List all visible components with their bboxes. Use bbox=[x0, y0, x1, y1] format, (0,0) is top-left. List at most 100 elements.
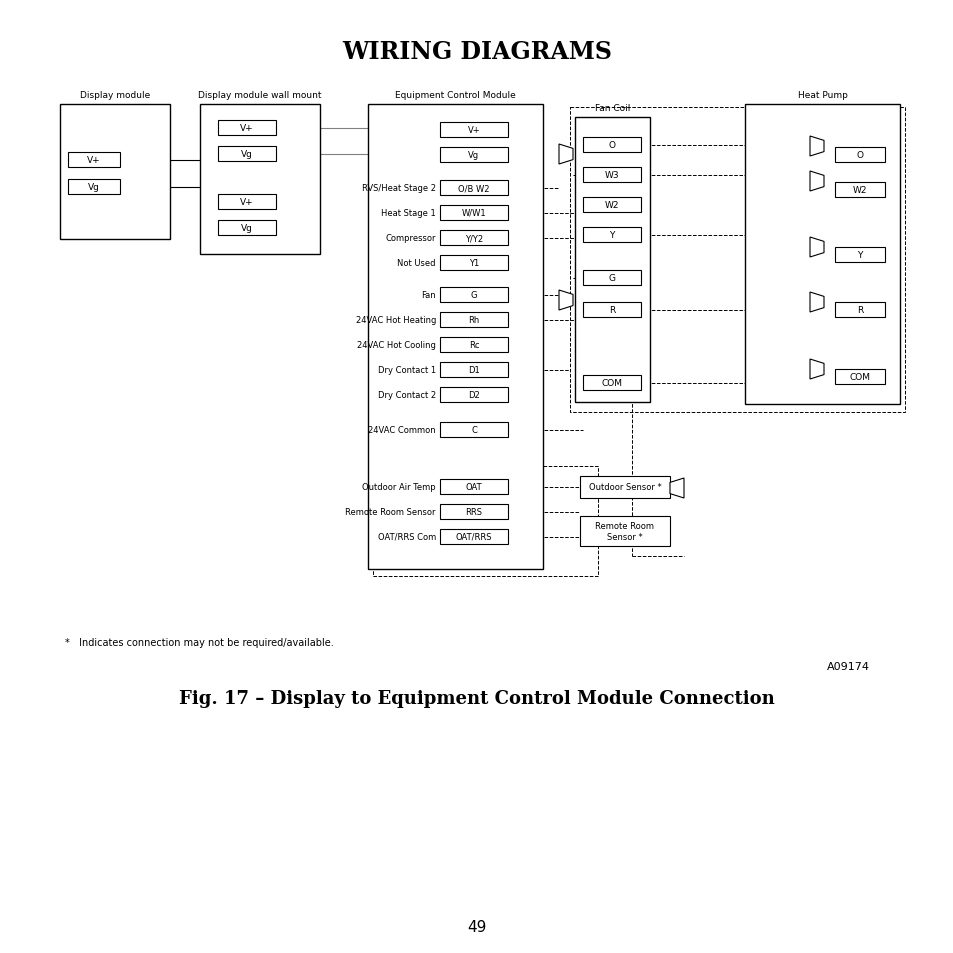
Text: Outdoor Sensor *: Outdoor Sensor * bbox=[588, 483, 660, 492]
Bar bbox=[575, 118, 649, 402]
Bar bbox=[579, 476, 669, 498]
Text: Fig. 17 – Display to Equipment Control Module Connection: Fig. 17 – Display to Equipment Control M… bbox=[179, 689, 774, 707]
Bar bbox=[834, 370, 884, 385]
Bar bbox=[218, 221, 275, 235]
Text: Display module: Display module bbox=[80, 91, 150, 100]
Bar bbox=[439, 206, 507, 221]
Polygon shape bbox=[558, 291, 573, 311]
Text: 24VAC Hot Heating: 24VAC Hot Heating bbox=[355, 315, 436, 325]
Bar bbox=[579, 517, 669, 546]
Text: Heat Pump: Heat Pump bbox=[797, 91, 846, 100]
Polygon shape bbox=[558, 145, 573, 165]
Bar bbox=[439, 148, 507, 163]
Bar bbox=[439, 530, 507, 544]
Text: OAT: OAT bbox=[465, 482, 482, 492]
Text: Heat Stage 1: Heat Stage 1 bbox=[381, 209, 436, 218]
Text: Dry Contact 1: Dry Contact 1 bbox=[377, 366, 436, 375]
Text: Rh: Rh bbox=[468, 315, 479, 325]
Text: RRS: RRS bbox=[465, 507, 482, 517]
Bar bbox=[439, 255, 507, 271]
Text: A09174: A09174 bbox=[826, 661, 869, 671]
Text: *   Indicates connection may not be required/available.: * Indicates connection may not be requir… bbox=[65, 638, 334, 647]
Text: OAT/RRS Com: OAT/RRS Com bbox=[377, 533, 436, 541]
Text: COM: COM bbox=[848, 373, 869, 381]
Text: OAT/RRS: OAT/RRS bbox=[456, 533, 492, 541]
Bar bbox=[439, 479, 507, 495]
Text: Y1: Y1 bbox=[468, 258, 478, 268]
Text: Vg: Vg bbox=[88, 183, 100, 192]
Bar bbox=[60, 105, 170, 240]
Text: Remote Room Sensor: Remote Room Sensor bbox=[345, 507, 436, 517]
Bar bbox=[582, 271, 640, 286]
Text: 49: 49 bbox=[467, 919, 486, 934]
Text: Remote Room
Sensor *: Remote Room Sensor * bbox=[595, 521, 654, 541]
Bar bbox=[439, 313, 507, 328]
Bar bbox=[439, 363, 507, 377]
Bar bbox=[834, 148, 884, 163]
Bar bbox=[582, 375, 640, 391]
Text: R: R bbox=[856, 306, 862, 314]
Polygon shape bbox=[809, 293, 823, 313]
Polygon shape bbox=[809, 137, 823, 157]
Text: Equipment Control Module: Equipment Control Module bbox=[395, 91, 516, 100]
Bar bbox=[368, 105, 542, 569]
Polygon shape bbox=[809, 359, 823, 379]
Bar bbox=[439, 181, 507, 195]
Bar bbox=[200, 105, 319, 254]
Bar bbox=[582, 138, 640, 152]
Text: Y/Y2: Y/Y2 bbox=[464, 233, 482, 243]
Text: Rc: Rc bbox=[468, 340, 478, 350]
Polygon shape bbox=[809, 237, 823, 257]
Text: O: O bbox=[856, 151, 862, 160]
Text: G: G bbox=[470, 291, 476, 299]
Text: V+: V+ bbox=[467, 126, 479, 135]
Bar bbox=[218, 147, 275, 162]
Text: Vg: Vg bbox=[241, 224, 253, 233]
Text: W/W1: W/W1 bbox=[461, 209, 486, 218]
Bar bbox=[68, 152, 120, 168]
Bar bbox=[439, 337, 507, 353]
Text: WIRING DIAGRAMS: WIRING DIAGRAMS bbox=[342, 40, 611, 64]
Bar bbox=[218, 194, 275, 210]
Bar bbox=[582, 198, 640, 213]
Bar bbox=[569, 108, 904, 413]
Text: V+: V+ bbox=[240, 124, 253, 132]
Text: Fan: Fan bbox=[421, 291, 436, 299]
Bar bbox=[439, 288, 507, 303]
Bar bbox=[834, 303, 884, 317]
Text: Not Used: Not Used bbox=[397, 258, 436, 268]
Text: G: G bbox=[608, 274, 615, 283]
Text: RVS/Heat Stage 2: RVS/Heat Stage 2 bbox=[361, 184, 436, 193]
Polygon shape bbox=[809, 172, 823, 192]
Text: Y: Y bbox=[609, 231, 614, 240]
Text: 24VAC Common: 24VAC Common bbox=[368, 426, 436, 435]
Bar bbox=[439, 388, 507, 402]
Bar bbox=[582, 303, 640, 317]
Text: V+: V+ bbox=[87, 156, 101, 165]
Bar bbox=[834, 183, 884, 198]
Bar bbox=[439, 504, 507, 519]
Bar bbox=[68, 180, 120, 194]
Text: O: O bbox=[608, 141, 615, 150]
Bar bbox=[582, 228, 640, 243]
Bar bbox=[744, 105, 899, 405]
Text: Dry Contact 2: Dry Contact 2 bbox=[377, 391, 436, 399]
Text: D1: D1 bbox=[468, 366, 479, 375]
Text: W2: W2 bbox=[604, 201, 618, 210]
Text: 24VAC Hot Cooling: 24VAC Hot Cooling bbox=[356, 340, 436, 350]
Text: V+: V+ bbox=[240, 198, 253, 207]
Text: O/B W2: O/B W2 bbox=[457, 184, 489, 193]
Text: Outdoor Air Temp: Outdoor Air Temp bbox=[362, 482, 436, 492]
Text: C: C bbox=[471, 426, 476, 435]
Bar bbox=[439, 123, 507, 138]
Bar bbox=[582, 168, 640, 183]
Polygon shape bbox=[669, 478, 683, 498]
Text: Display module wall mount: Display module wall mount bbox=[198, 91, 321, 100]
Bar bbox=[218, 121, 275, 136]
Bar bbox=[834, 248, 884, 263]
Bar bbox=[439, 422, 507, 437]
Bar bbox=[373, 467, 598, 577]
Text: Y: Y bbox=[857, 251, 862, 260]
Text: COM: COM bbox=[601, 378, 622, 388]
Text: Vg: Vg bbox=[468, 151, 479, 160]
